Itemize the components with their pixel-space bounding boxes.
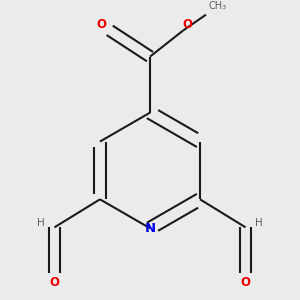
Text: N: N xyxy=(144,222,156,235)
Text: O: O xyxy=(50,276,59,289)
Text: O: O xyxy=(182,18,193,31)
Text: CH₃: CH₃ xyxy=(209,1,227,11)
Text: H: H xyxy=(255,218,263,228)
Text: H: H xyxy=(37,218,45,228)
Text: O: O xyxy=(241,276,250,289)
Text: O: O xyxy=(96,18,106,31)
